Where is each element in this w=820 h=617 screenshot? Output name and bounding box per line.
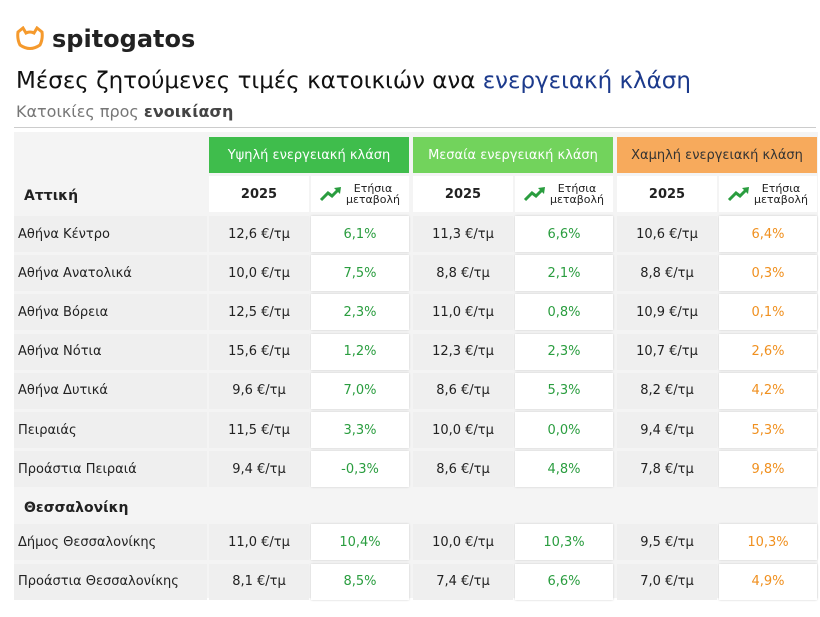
value-cell: 8,2 €/τμ [617, 372, 717, 409]
value-cell: 10,0 €/τμ [413, 412, 513, 448]
row-label: Αθήνα Νότια [14, 333, 207, 370]
value-cell: 8,8 €/τμ [413, 255, 513, 292]
change-cell: -0,3% [311, 451, 409, 488]
subtitle: Κατοικίες προς ενοικίαση [16, 99, 233, 123]
value-cell: 9,4 €/τμ [209, 451, 309, 488]
change-cell: 4,9% [719, 563, 817, 600]
change-cell: 10,3% [515, 524, 613, 561]
change-cell: 5,3% [515, 372, 613, 409]
brand: spitogatos [52, 25, 196, 53]
change-cell: 2,6% [719, 333, 817, 370]
change-cell: 0,1% [719, 294, 817, 331]
value-cell: 12,5 €/τμ [209, 294, 309, 331]
value-cell: 9,5 €/τμ [617, 524, 717, 561]
change-cell: 0,3% [719, 255, 817, 292]
value-cell: 10,9 €/τμ [617, 294, 717, 331]
change-cell: 2,1% [515, 255, 613, 292]
row-label: Αθήνα Ανατολικά [14, 255, 207, 292]
change-cell: 4,8% [515, 451, 613, 488]
change-header: Ετήσια μεταβολή [311, 176, 409, 212]
change-cell: 6,1% [311, 216, 409, 252]
divider [14, 127, 816, 128]
value-cell: 9,4 €/τμ [617, 412, 717, 448]
change-cell: 8,5% [311, 563, 409, 600]
change-cell: 10,4% [311, 524, 409, 561]
subtitle-bold: ενοικίαση [143, 101, 234, 121]
row-label: Αθήνα Βόρεια [14, 294, 207, 331]
title-text: Μέσες ζητούμενες τιμές κατοικιών ανα [16, 68, 476, 94]
value-cell: 10,7 €/τμ [617, 333, 717, 370]
row-label: Προάστια Θεσσαλονίκης [14, 563, 207, 600]
change-cell: 7,5% [311, 255, 409, 292]
group-header: Χαμηλή ενεργειακή κλάση [617, 137, 817, 173]
value-cell: 7,0 €/τμ [617, 563, 717, 600]
row-label: Προάστια Πειραιά [14, 451, 207, 488]
value-cell: 8,6 €/τμ [413, 451, 513, 488]
change-cell: 2,3% [311, 294, 409, 331]
value-cell: 8,1 €/τμ [209, 563, 309, 600]
value-cell: 11,3 €/τμ [413, 216, 513, 252]
value-cell: 8,8 €/τμ [617, 255, 717, 292]
year-header: 2025 [617, 176, 717, 212]
value-cell: 10,0 €/τμ [209, 255, 309, 292]
change-header: Ετήσια μεταβολή [719, 176, 817, 212]
change-cell: 6,6% [515, 563, 613, 600]
row-label: Πειραιάς [14, 412, 207, 448]
change-cell: 7,0% [311, 372, 409, 409]
group-header: Υψηλή ενεργειακή κλάση [209, 137, 409, 173]
section-name: Αττική [24, 188, 79, 204]
value-cell: 7,4 €/τμ [413, 563, 513, 600]
change-cell: 10,3% [719, 524, 817, 561]
value-cell: 8,6 €/τμ [413, 372, 513, 409]
title-highlight: ενεργειακή κλάση [482, 68, 691, 94]
value-cell: 15,6 €/τμ [209, 333, 309, 370]
change-cell: 3,3% [311, 412, 409, 448]
change-cell: 2,3% [515, 333, 613, 370]
value-cell: 11,0 €/τμ [413, 294, 513, 331]
change-cell: 4,2% [719, 372, 817, 409]
change-label: Ετήσια μεταβολή [753, 182, 809, 206]
value-cell: 12,3 €/τμ [413, 333, 513, 370]
title: Μέσες ζητούμενες τιμές κατοικιών ανα ενε… [16, 64, 691, 98]
value-cell: 11,5 €/τμ [209, 412, 309, 448]
logo-icon [16, 26, 44, 50]
change-label: Ετήσια μεταβολή [549, 182, 605, 206]
year-header: 2025 [413, 176, 513, 212]
value-cell: 10,6 €/τμ [617, 216, 717, 252]
section-name: Θεσσαλονίκη [24, 500, 129, 517]
row-label: Δήμος Θεσσαλονίκης [14, 524, 207, 561]
change-cell: 0,0% [515, 412, 613, 448]
change-cell: 1,2% [311, 333, 409, 370]
change-cell: 9,8% [719, 451, 817, 488]
value-cell: 9,6 €/τμ [209, 372, 309, 409]
row-label: Αθήνα Κέντρο [14, 216, 207, 252]
value-cell: 12,6 €/τμ [209, 216, 309, 252]
change-cell: 5,3% [719, 412, 817, 448]
change-header: Ετήσια μεταβολή [515, 176, 613, 212]
value-cell: 11,0 €/τμ [209, 524, 309, 561]
change-label: Ετήσια μεταβολή [345, 182, 401, 206]
group-header: Μεσαία ενεργειακή κλάση [413, 137, 613, 173]
change-cell: 6,6% [515, 216, 613, 252]
change-cell: 6,4% [719, 216, 817, 252]
value-cell: 10,0 €/τμ [413, 524, 513, 561]
row-label: Αθήνα Δυτικά [14, 372, 207, 409]
change-cell: 0,8% [515, 294, 613, 331]
year-header: 2025 [209, 176, 309, 212]
subtitle-text: Κατοικίες προς [16, 101, 139, 121]
value-cell: 7,8 €/τμ [617, 451, 717, 488]
